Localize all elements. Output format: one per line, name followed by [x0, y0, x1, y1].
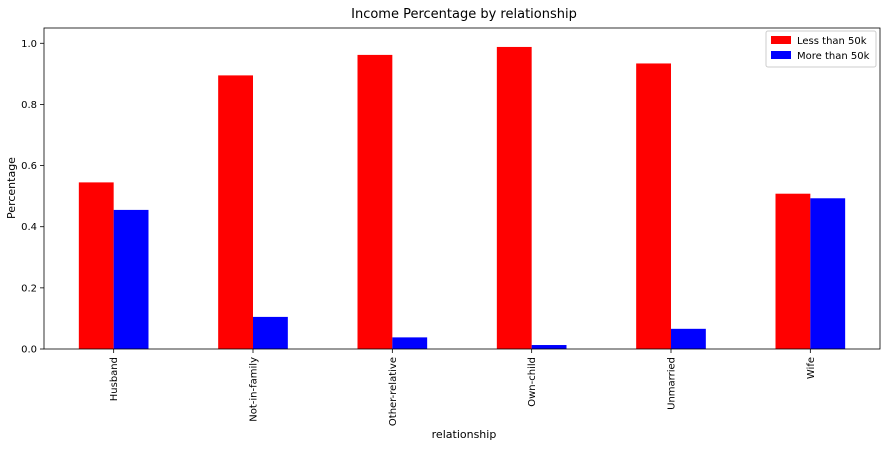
plot-frame [43, 27, 881, 350]
legend-label: More than 50k [797, 51, 870, 62]
legend-label: Less than 50k [797, 36, 867, 47]
x-tick-label: Unmarried [667, 357, 678, 410]
x-tick-label: Husband [109, 357, 120, 401]
legend: Less than 50k More than 50k [765, 30, 877, 68]
y-tick-label: 0.8 [21, 100, 37, 111]
chart-title: Income Percentage by relationship [351, 7, 577, 22]
x-tick-label: Not-in-family [249, 357, 260, 422]
x-tick-label: Own-child [527, 357, 538, 407]
legend-swatch [771, 36, 791, 44]
x-axis-label: relationship [432, 428, 497, 441]
legend-box [765, 30, 877, 68]
bar-own-child-series-1 [496, 46, 532, 349]
x-tick-label: Other-relative [388, 357, 399, 426]
bar-wife-series-1 [775, 193, 811, 349]
bar-not-in-family-series-1 [218, 75, 253, 349]
y-tick-label: 0.4 [21, 222, 37, 233]
y-axis-label: Percentage [5, 157, 18, 219]
bar-unmarried-series-2 [671, 328, 706, 349]
y-tick-label: 0.0 [21, 345, 37, 356]
bar-other-relative-series-2 [392, 337, 428, 349]
y-tick-label: 1.0 [21, 39, 37, 50]
x-tick-label: Wife [806, 357, 817, 379]
legend-swatch [771, 51, 791, 59]
y-tick-label: 0.2 [21, 283, 37, 294]
bar-unmarried-series-1 [636, 63, 671, 350]
plot-area: 0.0 0.2 0.4 0.6 0.8 1.0 Husband Not-in-family Ot… [21, 27, 881, 426]
bar-not-in-family-series-2 [253, 316, 288, 349]
bar-other-relative-series-1 [357, 54, 393, 350]
bar-husband-series-1 [78, 182, 114, 349]
y-tick-label: 0.6 [21, 161, 37, 172]
bar-husband-series-2 [113, 209, 149, 349]
bar-wife-series-2 [810, 198, 846, 349]
bar-own-child-series-2 [531, 345, 567, 349]
